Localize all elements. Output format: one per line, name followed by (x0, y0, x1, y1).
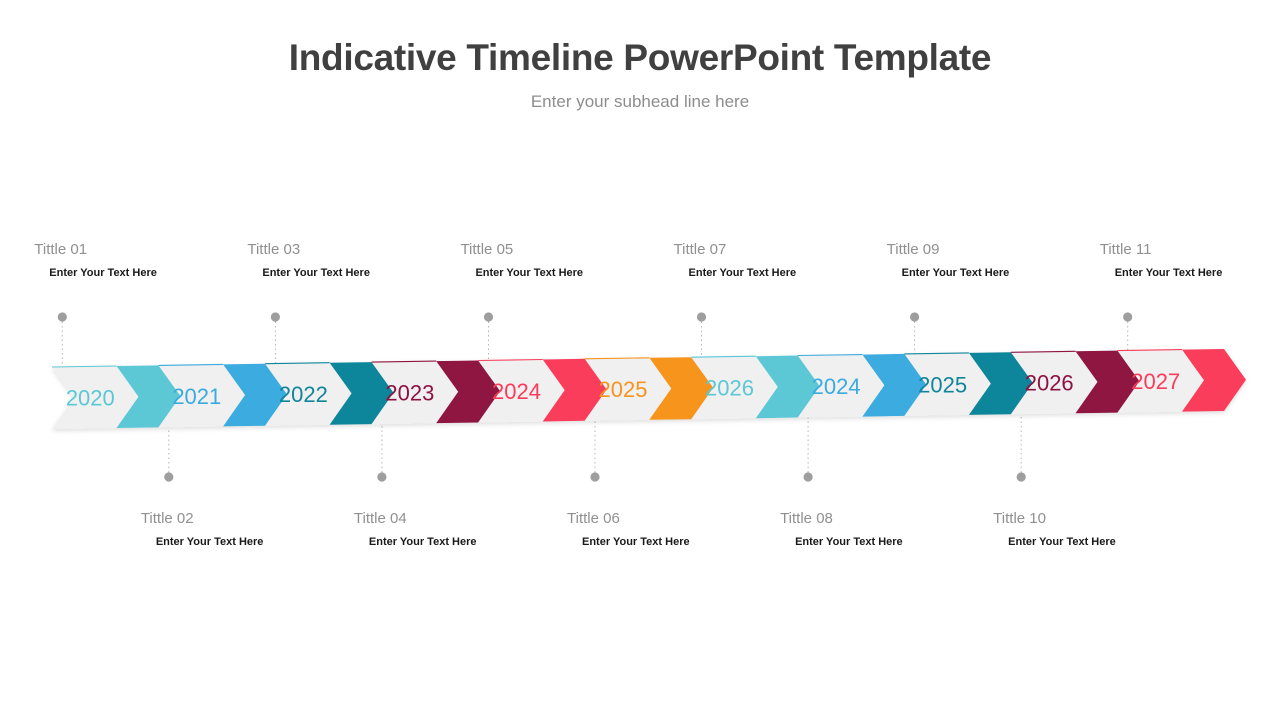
callout-title: Tittle 05 (460, 241, 514, 258)
segment-top-hairline (904, 352, 969, 355)
timeline-segment-body[interactable] (1010, 351, 1098, 415)
timeline-chevron[interactable] (862, 353, 927, 417)
timeline-chevron[interactable] (755, 355, 820, 419)
timeline-year-label: 2026 (705, 376, 754, 401)
timeline-chevron[interactable] (223, 363, 288, 427)
timeline-segment-body[interactable] (584, 357, 672, 421)
timeline-chevron[interactable] (1075, 350, 1140, 414)
callout-top[interactable]: Tittle 03 Enter Your Text Here (247, 241, 447, 279)
page-title: Indicative Timeline PowerPoint Template (288, 37, 992, 78)
timeline-chevron[interactable] (1182, 349, 1246, 412)
timeline-segment-body[interactable] (265, 362, 352, 426)
segment-top-hairline (51, 365, 117, 368)
callout-title: Tittle 08 (780, 510, 833, 527)
callout-bottom[interactable]: Tittle 08 Enter Your Text Here (780, 510, 980, 548)
segment-top-hairline (797, 354, 863, 357)
callout-dot[interactable] (57, 312, 67, 322)
timeline-segment-body[interactable] (691, 356, 778, 420)
connector-layer (57, 312, 1133, 482)
timeline-year-label: 2027 (1131, 369, 1180, 394)
callout-body-text: Enter Your Text Here (1114, 267, 1223, 279)
callout-dot[interactable] (164, 472, 174, 482)
callout-title: Tittle 09 (886, 241, 940, 258)
timeline-chevron[interactable] (968, 352, 1033, 415)
timeline-segment-body[interactable] (797, 354, 885, 418)
callout-dot[interactable] (1016, 472, 1026, 482)
timeline-segment-body[interactable] (371, 361, 459, 425)
callout-body-text: Enter Your Text Here (901, 267, 1010, 279)
timeline-year-label: 2024 (492, 379, 541, 404)
segment-top-hairline (584, 357, 650, 360)
callout-body-text: Enter Your Text Here (155, 536, 264, 548)
timeline-year-label: 2025 (599, 377, 648, 402)
timeline-year-label: 2026 (1025, 371, 1074, 396)
timeline-year-label: 2021 (172, 384, 221, 409)
callout-bottom[interactable]: Tittle 02 Enter Your Text Here (141, 510, 341, 548)
callout-title: Tittle 04 (353, 510, 407, 527)
callout-title: Tittle 03 (247, 241, 301, 258)
timeline-chevron[interactable] (542, 358, 607, 422)
callout-body-text: Enter Your Text Here (262, 267, 370, 279)
callout-body-text: Enter Your Text Here (475, 267, 584, 279)
timeline-chevron[interactable] (116, 365, 181, 428)
timeline-year-label: 2020 (66, 385, 115, 410)
callout-title: Tittle 11 (1099, 241, 1152, 258)
callout-body-text: Enter Your Text Here (49, 267, 157, 279)
callout-dot[interactable] (270, 312, 280, 322)
timeline-segment-body[interactable] (478, 359, 565, 423)
callout-title: Tittle 07 (673, 241, 727, 258)
timeline-year-label: 2024 (812, 374, 861, 399)
timeline-segment-body[interactable] (158, 364, 246, 428)
callout-top[interactable]: Tittle 07 Enter Your Text Here (674, 241, 874, 279)
callout-dot[interactable] (803, 472, 813, 482)
segment-top-hairline (1010, 350, 1076, 353)
segment-top-hairline (1117, 349, 1183, 352)
timeline-chevron[interactable] (649, 357, 714, 420)
timeline-year-label: 2022 (279, 382, 328, 407)
segment-top-hairline (478, 358, 543, 362)
segment-top-hairline (158, 363, 224, 366)
callout-dot[interactable] (696, 312, 707, 322)
callout-title: Tittle 01 (34, 241, 88, 258)
callout-top[interactable]: Tittle 01 Enter Your Text Here (34, 241, 234, 279)
timeline-year-label: 2023 (385, 381, 434, 406)
timeline-segment-body[interactable] (52, 366, 139, 429)
callout-title: Tittle 02 (140, 510, 194, 527)
callout-dot[interactable] (377, 472, 387, 482)
callout-body-text: Enter Your Text Here (688, 267, 797, 279)
callout-dot[interactable] (483, 312, 494, 322)
callout-body-text: Enter Your Text Here (368, 536, 477, 548)
callout-title: Tittle 10 (993, 510, 1046, 527)
callout-top[interactable]: Tittle 11 Enter Your Text Here (1100, 241, 1280, 279)
callout-body-text: Enter Your Text Here (582, 536, 690, 548)
segment-top-hairline (691, 355, 756, 358)
timeline-segment-body[interactable] (1117, 349, 1205, 413)
callout-title: Tittle 06 (567, 510, 620, 527)
header: Indicative Timeline PowerPoint Template … (0, 37, 1280, 112)
segment-top-hairline (265, 362, 330, 365)
callout-body-text: Enter Your Text Here (795, 536, 903, 548)
page-subtitle: Enter your subhead line here (530, 91, 750, 111)
timeline-chevron[interactable] (329, 362, 394, 425)
timeline-chevron[interactable] (436, 360, 501, 424)
callout-top[interactable]: Tittle 09 Enter Your Text Here (887, 241, 1087, 279)
timeline-year-label: 2025 (918, 372, 967, 397)
callout-bottom[interactable]: Tittle 04 Enter Your Text Here (354, 510, 554, 548)
timeline-segment-body[interactable] (904, 352, 991, 416)
segment-top-hairline (371, 360, 437, 363)
callout-body-text: Enter Your Text Here (1008, 536, 1116, 548)
callout-dot[interactable] (1123, 312, 1133, 322)
callout-bottom[interactable]: Tittle 10 Enter Your Text Here (993, 510, 1193, 548)
callout-top[interactable]: Tittle 05 Enter Your Text Here (460, 241, 660, 279)
callout-dot[interactable] (910, 312, 920, 322)
callout-bottom[interactable]: Tittle 06 Enter Your Text Here (567, 510, 767, 548)
callout-dot[interactable] (590, 472, 600, 482)
